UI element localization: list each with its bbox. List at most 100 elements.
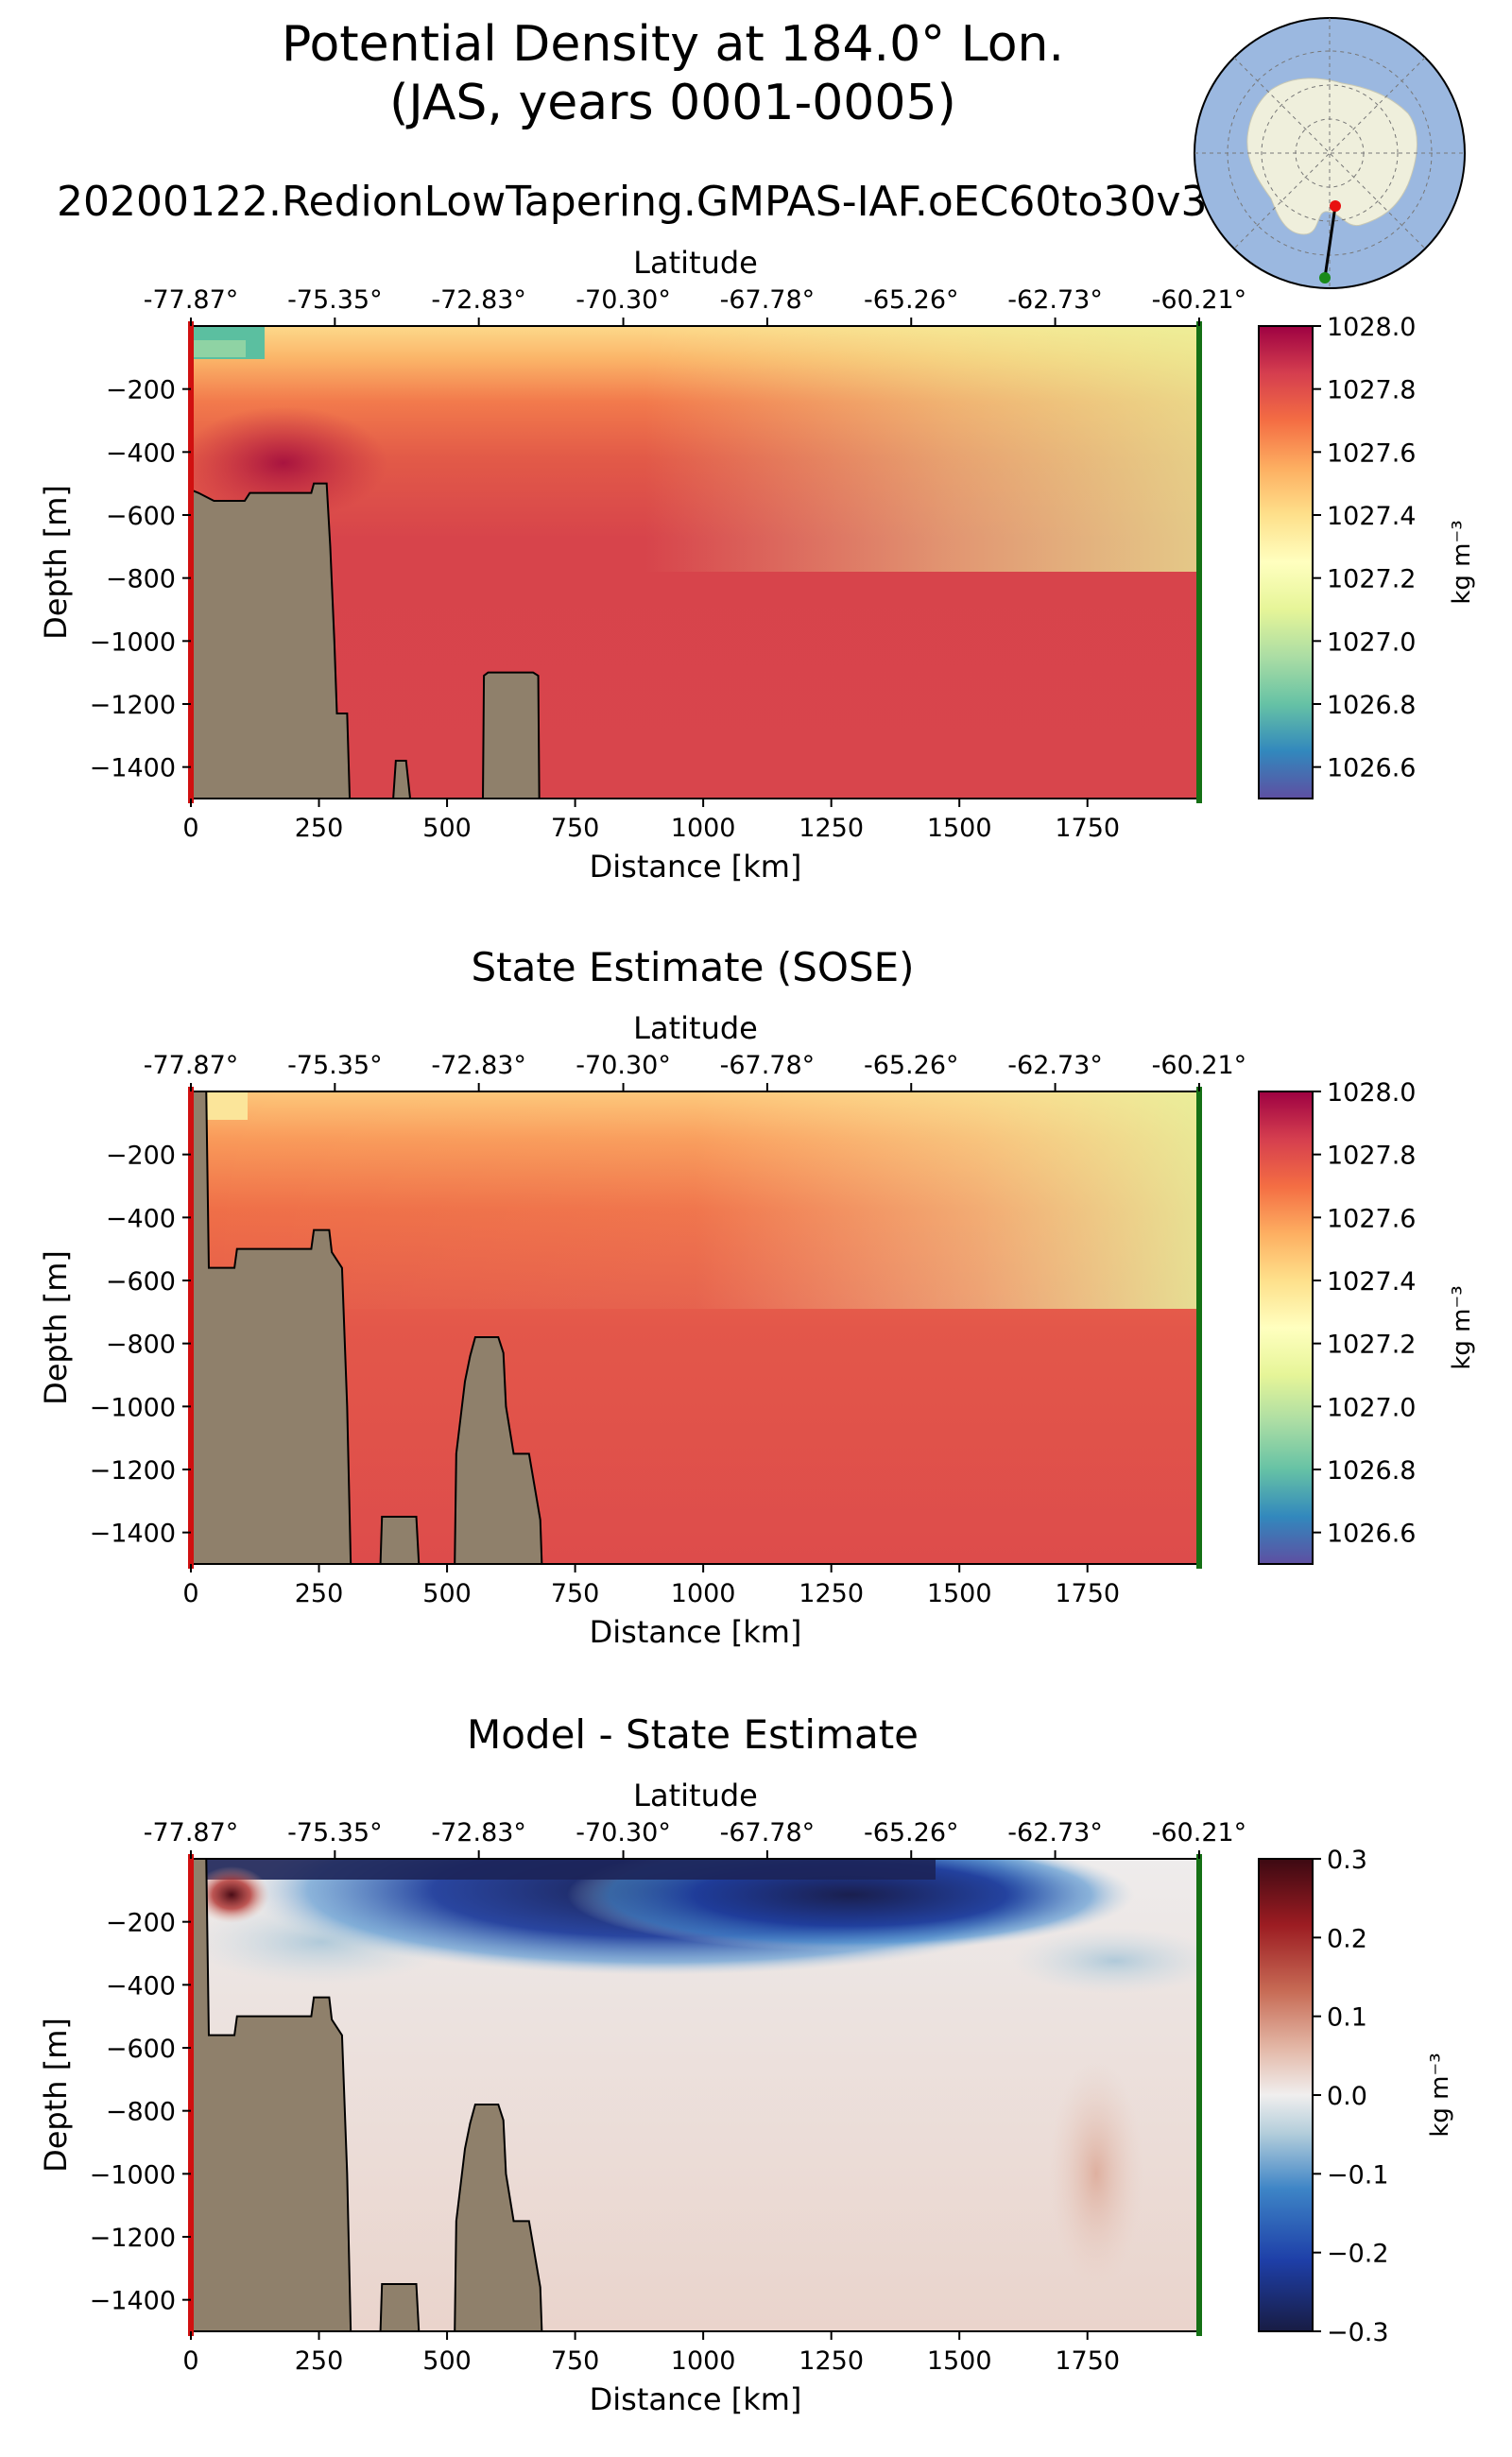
colorbar-tick-label: 0.1 xyxy=(1327,2003,1367,2033)
panel-2-bathymetry xyxy=(191,1091,543,1564)
colorbar-tick-label: 1027.8 xyxy=(1327,376,1416,405)
x-tick-label: 0 xyxy=(182,1579,198,1608)
y-tick-label: −800 xyxy=(106,565,176,594)
x-tick-label: 0 xyxy=(182,814,198,843)
colorbar-2-gradient xyxy=(1258,1091,1314,1565)
colorbar-1: 1026.6 1026.8 1027.0 1027.2 1027.4 1027.6 1027… xyxy=(1258,313,1476,799)
colorbar-tick-label: 1026.8 xyxy=(1327,691,1416,720)
panel-2-title: State Estimate (SOSE) xyxy=(471,944,914,990)
colorbar-tick-label: −0.3 xyxy=(1327,2318,1389,2347)
panel-3-title: Model - State Estimate xyxy=(467,1711,919,1758)
lat-tick-label: -77.87° xyxy=(144,1818,239,1847)
lat-tick-label: -67.78° xyxy=(720,285,816,315)
panel-2-right-edge xyxy=(1196,1087,1202,1569)
y-tick-label: −1200 xyxy=(90,1456,176,1486)
panel-2: State Estimate (SOSE) 0 250 500 750 1000 1250… xyxy=(38,944,1246,1650)
lat-axis-label: Latitude xyxy=(633,245,758,281)
colorbar-label: kg m⁻³ xyxy=(1448,520,1476,604)
x-tick-label: 500 xyxy=(422,2346,472,2376)
lat-tick-label: -62.73° xyxy=(1007,1818,1103,1847)
lat-tick-label: -67.78° xyxy=(720,1051,816,1080)
lat-tick-label: -60.21° xyxy=(1152,1818,1247,1847)
panel-1-field xyxy=(191,326,1200,799)
panel-2-field xyxy=(191,1091,1200,1564)
y-tick-label: −400 xyxy=(106,1971,176,2001)
x-tick-label: 1500 xyxy=(927,1579,992,1608)
lat-tick-label: -65.26° xyxy=(864,1818,959,1847)
antarctic-location-map xyxy=(1194,17,1466,289)
lat-tick-label: -70.30° xyxy=(576,285,671,315)
colorbar-tick-label: 0.2 xyxy=(1327,1924,1367,1953)
colorbar-tick-label: 1028.0 xyxy=(1327,1078,1416,1108)
x-axis-label: Distance [km] xyxy=(590,2381,802,2417)
colorbar-tick-label: 0.3 xyxy=(1327,1846,1367,1875)
colorbar-tick-label: 1027.8 xyxy=(1327,1142,1416,1171)
lat-tick-label: -65.26° xyxy=(864,285,959,315)
lat-tick-label: -77.87° xyxy=(144,1051,239,1080)
x-tick-label: 1000 xyxy=(671,2346,736,2376)
colorbar-tick-label: 1027.0 xyxy=(1327,1393,1416,1422)
lat-tick-label: -75.35° xyxy=(287,1051,383,1080)
lat-tick-label: -60.21° xyxy=(1152,285,1247,315)
lat-tick-label: -60.21° xyxy=(1152,1051,1247,1080)
lat-tick-label: -65.26° xyxy=(864,1051,959,1080)
colorbar-tick-label: −0.2 xyxy=(1327,2240,1389,2269)
colorbar-tick-label: 1027.4 xyxy=(1327,502,1416,531)
y-tick-label: −600 xyxy=(106,2035,176,2064)
lat-tick-label: -75.35° xyxy=(287,1818,383,1847)
lat-tick-label: -62.73° xyxy=(1007,1051,1103,1080)
colorbar-3: 0.3 0.2 0.1 0.0 −0.1 −0.2 −0.3 kg m⁻³ xyxy=(1258,1846,1454,2347)
colorbar-tick-label: −0.1 xyxy=(1327,2160,1389,2190)
colorbar-tick-label: 1027.4 xyxy=(1327,1267,1416,1297)
lat-tick-label: -72.83° xyxy=(431,285,526,315)
y-axis-label: Depth [m] xyxy=(38,485,74,640)
map-graticule xyxy=(1194,18,1465,288)
x-tick-label: 1750 xyxy=(1055,1579,1120,1608)
x-tick-label: 250 xyxy=(295,814,344,843)
x-tick-label: 0 xyxy=(182,2346,198,2376)
panel-3-left-edge xyxy=(188,1854,194,2336)
colorbar-tick-label: 1028.0 xyxy=(1327,313,1416,342)
x-tick-label: 1500 xyxy=(927,2346,992,2376)
colorbar-3-gradient xyxy=(1258,1858,1314,2332)
figure-title-line2: (JAS, years 0001-0005) xyxy=(389,75,956,131)
panel-3-right-edge xyxy=(1196,1854,1202,2336)
figure-title-line1: Potential Density at 184.0° Lon. xyxy=(282,16,1064,73)
lat-tick-label: -75.35° xyxy=(287,285,383,315)
y-tick-label: −1200 xyxy=(90,2224,176,2253)
y-tick-label: −400 xyxy=(106,1204,176,1233)
panel-3-field xyxy=(191,1859,1200,2331)
colorbar-2: 1026.6 1026.8 1027.0 1027.2 1027.4 1027.6 1027… xyxy=(1258,1078,1476,1565)
y-tick-label: −600 xyxy=(106,502,176,531)
y-tick-label: −400 xyxy=(106,438,176,468)
panel-2-axes: 0 250 500 750 1000 1250 1500 1750 Distance [km] −… xyxy=(38,1010,1246,1650)
x-tick-label: 750 xyxy=(551,2346,600,2376)
lat-tick-label: -70.30° xyxy=(576,1051,671,1080)
x-tick-label: 250 xyxy=(295,1579,344,1608)
colorbar-tick-label: 1026.6 xyxy=(1327,754,1416,783)
lat-axis-label: Latitude xyxy=(633,1010,758,1046)
y-tick-label: −1200 xyxy=(90,691,176,720)
colorbar-tick-label: 0.0 xyxy=(1327,2082,1367,2111)
lat-tick-label: -70.30° xyxy=(576,1818,671,1847)
lat-tick-label: -72.83° xyxy=(431,1051,526,1080)
y-tick-label: −1400 xyxy=(90,754,176,783)
y-tick-label: −1000 xyxy=(90,627,176,657)
x-tick-label: 1750 xyxy=(1055,2346,1120,2376)
colorbar-tick-label: 1027.0 xyxy=(1327,627,1416,657)
y-tick-label: −800 xyxy=(106,2098,176,2127)
run-name: 20200122.RedionLowTapering.GMPAS-IAF.oEC… xyxy=(57,178,1208,226)
x-tick-label: 1250 xyxy=(799,1579,864,1608)
y-tick-label: −600 xyxy=(106,1267,176,1297)
x-tick-label: 1250 xyxy=(799,814,864,843)
colorbar-label: kg m⁻³ xyxy=(1426,2053,1454,2137)
panel-1-left-edge xyxy=(188,321,194,803)
y-axis-label: Depth [m] xyxy=(38,2018,74,2173)
lat-tick-label: -72.83° xyxy=(431,1818,526,1847)
colorbar-tick-label: 1027.6 xyxy=(1327,438,1416,468)
x-tick-label: 750 xyxy=(551,1579,600,1608)
x-axis-label: Distance [km] xyxy=(590,849,802,885)
x-tick-label: 250 xyxy=(295,2346,344,2376)
panel-1-right-edge xyxy=(1196,321,1202,803)
x-tick-label: 1250 xyxy=(799,2346,864,2376)
